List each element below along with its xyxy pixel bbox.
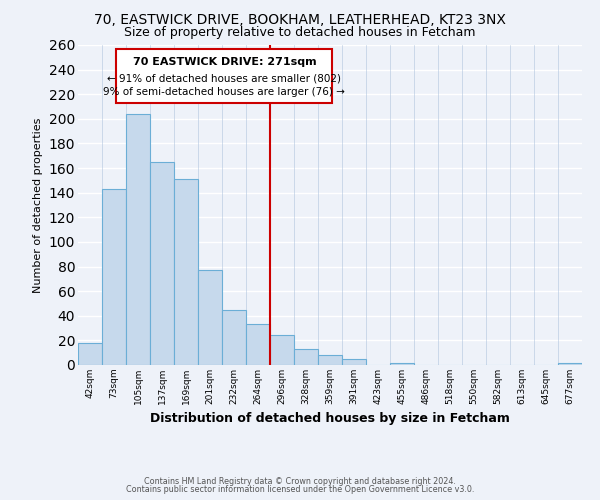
Bar xyxy=(198,270,222,365)
Bar xyxy=(342,359,366,365)
Bar xyxy=(246,324,270,365)
Text: Size of property relative to detached houses in Fetcham: Size of property relative to detached ho… xyxy=(124,26,476,39)
Bar xyxy=(174,179,198,365)
Bar xyxy=(78,343,102,365)
Bar xyxy=(150,162,174,365)
Bar xyxy=(116,48,332,103)
Bar xyxy=(126,114,150,365)
Text: 9% of semi-detached houses are larger (76) →: 9% of semi-detached houses are larger (7… xyxy=(103,87,346,97)
Y-axis label: Number of detached properties: Number of detached properties xyxy=(33,118,43,292)
X-axis label: Distribution of detached houses by size in Fetcham: Distribution of detached houses by size … xyxy=(150,412,510,426)
Bar xyxy=(222,310,246,365)
Bar xyxy=(558,362,582,365)
Bar xyxy=(390,362,414,365)
Bar xyxy=(270,336,294,365)
Text: 70, EASTWICK DRIVE, BOOKHAM, LEATHERHEAD, KT23 3NX: 70, EASTWICK DRIVE, BOOKHAM, LEATHERHEAD… xyxy=(94,12,506,26)
Bar xyxy=(294,349,318,365)
Text: Contains HM Land Registry data © Crown copyright and database right 2024.: Contains HM Land Registry data © Crown c… xyxy=(144,477,456,486)
Bar xyxy=(102,189,126,365)
Bar xyxy=(318,355,342,365)
Text: ← 91% of detached houses are smaller (802): ← 91% of detached houses are smaller (80… xyxy=(107,73,341,83)
Text: Contains public sector information licensed under the Open Government Licence v3: Contains public sector information licen… xyxy=(126,484,474,494)
Text: 70 EASTWICK DRIVE: 271sqm: 70 EASTWICK DRIVE: 271sqm xyxy=(133,57,316,67)
